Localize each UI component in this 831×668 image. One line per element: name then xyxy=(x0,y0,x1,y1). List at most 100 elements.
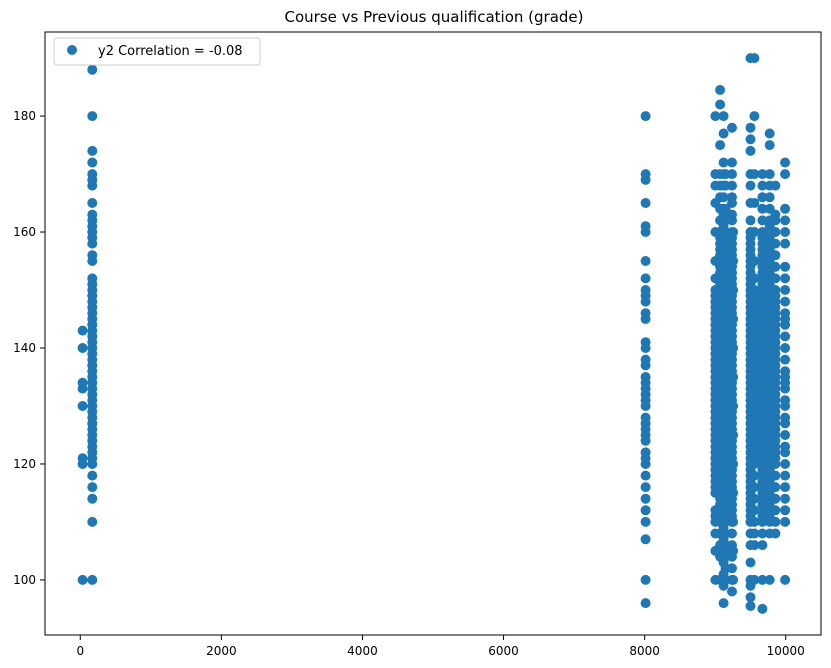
scatter-point xyxy=(77,401,88,411)
scatter-point xyxy=(770,482,781,493)
scatter-point xyxy=(780,238,791,249)
scatter-point xyxy=(710,111,721,122)
scatter-point xyxy=(770,250,781,261)
scatter-point xyxy=(640,534,651,545)
scatter-point xyxy=(727,563,737,574)
scatter-point xyxy=(749,470,760,481)
scatter-point xyxy=(87,493,98,504)
scatter-point xyxy=(640,285,651,295)
scatter-point xyxy=(780,441,791,452)
scatter-point xyxy=(764,169,775,180)
scatter-point xyxy=(728,285,739,295)
scatter-point xyxy=(87,209,98,220)
scatter-point xyxy=(749,285,760,295)
scatter-point xyxy=(780,157,791,168)
scatter-point xyxy=(749,227,760,237)
scatter-point xyxy=(780,169,791,180)
scatter-point xyxy=(770,285,781,295)
scatter-point xyxy=(780,366,791,377)
scatter-point xyxy=(757,169,768,180)
scatter-point xyxy=(749,198,760,208)
scatter-point xyxy=(770,209,781,220)
scatter-point xyxy=(640,574,651,585)
scatter-point xyxy=(780,482,791,493)
scatter-point xyxy=(749,111,760,122)
x-tick-label: 6000 xyxy=(488,644,519,658)
scatter-point xyxy=(715,85,726,95)
scatter-point xyxy=(749,540,760,551)
scatter-point xyxy=(87,273,98,284)
scatter-point xyxy=(728,545,739,556)
scatter-point xyxy=(780,412,791,423)
scatter-point xyxy=(640,198,651,208)
y-tick-label: 160 xyxy=(13,225,36,239)
scatter-point xyxy=(745,180,756,191)
scatter-point xyxy=(640,221,651,232)
scatter-point xyxy=(745,215,756,226)
scatter-point xyxy=(640,273,651,284)
scatter-point xyxy=(780,395,791,406)
scatter-point xyxy=(745,557,756,568)
scatter-point xyxy=(780,505,791,516)
scatter-point xyxy=(749,516,760,527)
scatter-point xyxy=(749,493,760,504)
scatter-point xyxy=(780,430,791,440)
scatter-point xyxy=(728,401,739,411)
x-tick-label: 2000 xyxy=(206,644,237,658)
scatter-point xyxy=(757,192,768,203)
scatter-point xyxy=(749,53,760,64)
scatter-point xyxy=(780,493,791,504)
scatter-point xyxy=(87,250,98,261)
scatter-point xyxy=(640,111,651,122)
scatter-point xyxy=(728,574,739,585)
scatter-point xyxy=(640,372,651,382)
scatter-point xyxy=(757,203,768,214)
scatter-point xyxy=(718,128,729,139)
scatter-point xyxy=(770,238,781,249)
scatter-point xyxy=(764,128,775,139)
scatter-point xyxy=(77,325,88,336)
scatter-point xyxy=(749,273,760,284)
scatter-point xyxy=(770,493,781,504)
axis-ticks: 0 2000 4000 6000 8000 10000 100 120 140 160 180 xyxy=(13,109,805,658)
scatter-point xyxy=(780,470,791,481)
scatter-point xyxy=(727,209,737,220)
scatter-point xyxy=(749,505,760,516)
scatter-point xyxy=(640,354,651,365)
legend: y2 Correlation = -0.08 xyxy=(53,37,261,66)
scatter-point xyxy=(87,482,98,493)
plot-area xyxy=(45,32,821,635)
scatter-point xyxy=(640,256,651,266)
y-tick-label: 100 xyxy=(13,573,36,587)
scatter-point xyxy=(727,180,737,191)
scatter-point xyxy=(780,227,791,237)
scatter-point xyxy=(640,412,651,423)
scatter-point xyxy=(770,180,781,191)
scatter-point xyxy=(640,308,651,319)
scatter-point xyxy=(718,111,729,122)
x-tick-label: 0 xyxy=(76,644,84,658)
scatter-point xyxy=(780,273,791,284)
scatter-point xyxy=(749,169,760,180)
scatter-point xyxy=(87,157,98,168)
scatter-point xyxy=(77,377,88,388)
scatter-point xyxy=(764,192,775,203)
scatter-point xyxy=(727,192,737,203)
scatter-point xyxy=(728,372,739,382)
scatter-point xyxy=(780,331,791,342)
scatter-point xyxy=(77,453,88,464)
scatter-point xyxy=(640,493,651,504)
scatter-point xyxy=(87,516,98,527)
scatter-point xyxy=(749,528,760,539)
scatter-point xyxy=(728,227,739,237)
scatter-point xyxy=(770,261,781,272)
legend-box xyxy=(53,37,261,66)
x-tick-label: 8000 xyxy=(629,644,660,658)
scatter-point xyxy=(720,203,731,214)
scatter-point xyxy=(757,180,768,191)
scatter-point xyxy=(757,528,768,539)
scatter-point xyxy=(728,487,739,498)
scatter-point xyxy=(757,540,768,551)
scatter-point xyxy=(757,574,768,585)
